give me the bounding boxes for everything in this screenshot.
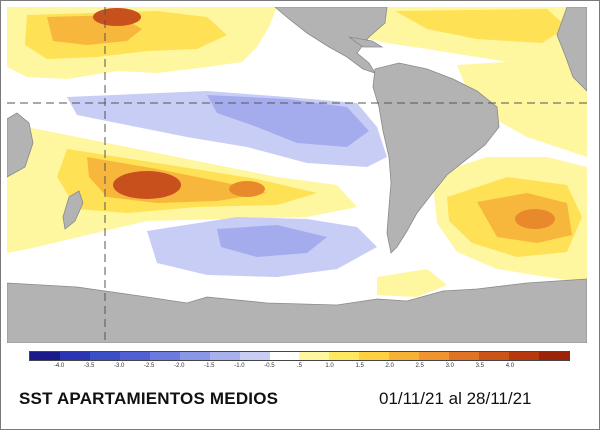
colorbar-tick-label: -4.0 — [53, 363, 65, 369]
colorbar-swatch — [449, 352, 480, 360]
south-america — [372, 62, 500, 254]
cold-anomaly-patches — [67, 91, 387, 277]
colorbar-tick-labels: -4.0 -3.5 -3.0 -2.5 -2.0 -1.5 -1.0 -0.5 .5 1.0 1.5… — [29, 363, 570, 373]
colorbar-tick-label: 1.5 — [355, 363, 364, 369]
colorbar-tick-label: 1.0 — [325, 363, 334, 369]
warm-patch-north-atlantic-core — [395, 9, 567, 43]
colorbar-tick-label: -3.0 — [113, 363, 125, 369]
africa-europe-edge — [556, 7, 587, 92]
cold-patch-south-pacific-core — [217, 225, 327, 257]
warm-patch-tropical-atlantic — [457, 57, 587, 157]
colorbar-swatch — [538, 352, 569, 360]
colorbar-swatch — [119, 352, 150, 360]
colorbar-swatch — [149, 352, 180, 360]
colorbar-tick-label: -2.0 — [174, 363, 185, 369]
caption-period: 01/11/21 al 28/11/21 — [379, 389, 532, 408]
cold-patch-equatorial-pacific-core — [207, 95, 369, 147]
colorbar-tick-label: -2.5 — [144, 363, 155, 369]
warm-spot-south-atlantic — [515, 209, 555, 229]
land-masses — [7, 7, 587, 343]
new-zealand — [62, 190, 84, 230]
colorbar-swatch — [359, 352, 390, 360]
colorbar-tick-label: 4.0 — [505, 363, 515, 369]
colorbar-swatch — [269, 352, 300, 360]
colorbar-tick-label: -1.5 — [204, 363, 215, 369]
warm-spot-south-pacific — [113, 171, 181, 199]
colorbar-swatch — [419, 352, 450, 360]
colorbar-tick-label: -3.5 — [83, 363, 95, 369]
reference-lines — [7, 7, 587, 343]
colorbar-swatch — [329, 352, 360, 360]
colorbar-swatch — [30, 352, 60, 360]
colorbar-tick-label: 2.0 — [385, 363, 394, 369]
colorbar-swatch — [59, 352, 90, 360]
colorbar-swatch — [509, 352, 539, 360]
colorbar-tick-label: -1.0 — [234, 363, 245, 369]
colorbar-swatch — [479, 352, 509, 360]
cuba — [348, 36, 384, 48]
colorbar-tick-label: .5 — [296, 363, 303, 369]
anomaly-colorbar — [29, 351, 570, 361]
warm-patch-southern-ocean — [377, 269, 447, 297]
australia — [7, 112, 34, 178]
warm-spot-north-pacific — [93, 8, 141, 26]
caption-title: SST APARTAMIENTOS MEDIOS — [19, 389, 279, 408]
sst-anomaly-map — [7, 7, 587, 343]
colorbar-swatch — [209, 352, 240, 360]
colorbar-swatch — [389, 352, 420, 360]
colorbar-swatch — [89, 352, 120, 360]
antarctica — [7, 278, 587, 343]
colorbar-swatch — [299, 352, 330, 360]
warm-spot-south-pacific-2 — [229, 181, 265, 197]
colorbar-tick-label: 3.5 — [475, 363, 484, 369]
colorbar-tick-label: 3.0 — [445, 363, 454, 369]
colorbar-tick-label: -0.5 — [264, 363, 275, 369]
colorbar-swatch — [179, 352, 210, 360]
colorbar-tick-label: 2.5 — [415, 363, 424, 369]
colorbar-swatch — [239, 352, 270, 360]
